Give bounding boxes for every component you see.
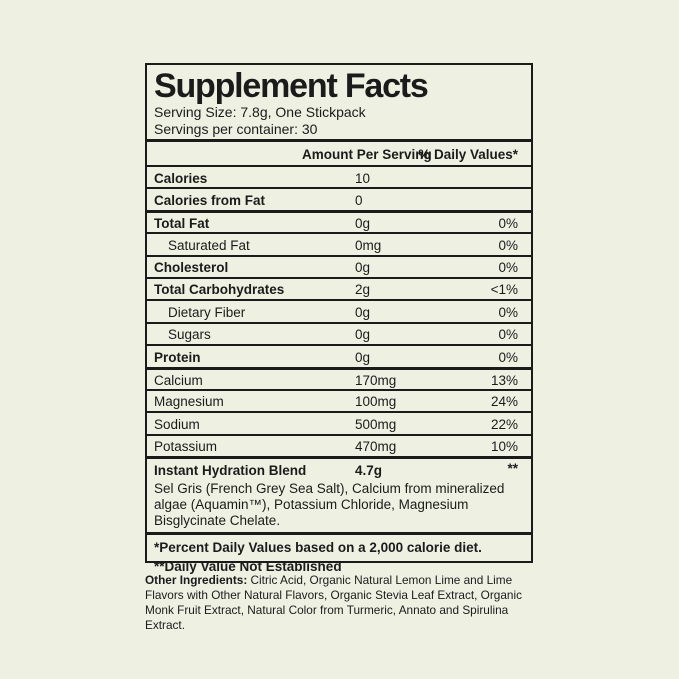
nutrient-name: Total Carbohydrates bbox=[154, 282, 285, 298]
nutrient-name: Calories bbox=[154, 170, 208, 186]
nutrient-row: Calories from Fat 0 bbox=[147, 187, 531, 209]
other-ingredients-label: Other Ingredients: bbox=[145, 573, 248, 587]
nutrient-amount: 0mg bbox=[355, 237, 382, 253]
nutrient-name: Protein bbox=[154, 349, 201, 365]
blend-name: Instant Hydration Blend bbox=[154, 463, 307, 479]
nutrient-row: Protein 0g 0% bbox=[147, 344, 531, 366]
servings-per-container: Servings per container: 30 bbox=[154, 120, 318, 137]
nutrient-amount: 100mg bbox=[355, 394, 397, 410]
nutrient-name: Calories from Fat bbox=[154, 192, 266, 208]
nutrient-row: Saturated Fat 0mg 0% bbox=[147, 232, 531, 254]
nutrient-name: Calcium bbox=[154, 373, 203, 389]
nutrient-daily-value: 0% bbox=[498, 216, 518, 232]
column-header-row: Amount Per Serving % Daily Values* bbox=[147, 139, 531, 165]
nutrient-row: Total Fat 0g 0% bbox=[147, 209, 531, 232]
other-ingredients: Other Ingredients: Citric Acid, Organic … bbox=[145, 573, 537, 633]
nutrient-name: Total Fat bbox=[154, 216, 210, 232]
nutrient-amount: 2g bbox=[355, 282, 371, 298]
nutrient-row: Calcium 170mg 13% bbox=[147, 366, 531, 389]
footnotes: *Percent Daily Values based on a 2,000 c… bbox=[147, 532, 531, 576]
nutrient-daily-value: 13% bbox=[490, 373, 518, 389]
blend-row: Instant Hydration Blend 4.7g ** bbox=[154, 459, 524, 480]
nutrient-daily-value: 0% bbox=[498, 327, 518, 343]
column-header-amount: Amount Per Serving bbox=[302, 147, 432, 162]
panel-header: Supplement Facts Serving Size: 7.8g, One… bbox=[147, 65, 531, 139]
facts-title: Supplement Facts bbox=[154, 67, 429, 105]
nutrient-daily-value: 0% bbox=[498, 237, 518, 253]
blend-section: Instant Hydration Blend 4.7g ** Sel Gris… bbox=[147, 456, 531, 532]
nutrient-name: Sodium bbox=[154, 416, 200, 432]
nutrient-amount: 0 bbox=[355, 192, 363, 208]
footnote-daily-values: *Percent Daily Values based on a 2,000 c… bbox=[154, 540, 482, 556]
serving-size: Serving Size: 7.8g, One Stickpack bbox=[154, 104, 366, 120]
nutrient-name: Saturated Fat bbox=[168, 237, 250, 253]
nutrient-row: Cholesterol 0g 0% bbox=[147, 254, 531, 277]
other-ingredients-text: Citric Acid, Organic Natural Lemon Lime … bbox=[145, 573, 522, 632]
nutrient-name: Sugars bbox=[168, 327, 211, 343]
nutrient-amount: 0g bbox=[355, 349, 371, 365]
nutrient-amount: 470mg bbox=[355, 439, 397, 455]
blend-daily-value: ** bbox=[507, 461, 518, 477]
nutrient-row: Dietary Fiber 0g 0% bbox=[147, 299, 531, 321]
nutrient-amount: 10 bbox=[355, 170, 371, 186]
nutrient-name: Dietary Fiber bbox=[168, 304, 246, 320]
blend-amount: 4.7g bbox=[355, 463, 383, 479]
nutrient-amount: 0g bbox=[355, 216, 371, 232]
nutrient-row: Potassium 470mg 10% bbox=[147, 433, 531, 456]
nutrient-row: Magnesium 100mg 24% bbox=[147, 388, 531, 411]
nutrient-daily-value: 0% bbox=[498, 349, 518, 365]
nutrient-name: Magnesium bbox=[154, 394, 224, 410]
nutrient-amount: 0g bbox=[355, 304, 371, 320]
footnote-not-established: **Daily Value Not Established bbox=[154, 558, 342, 574]
nutrient-amount: 0g bbox=[355, 327, 371, 343]
nutrient-daily-value: <1% bbox=[490, 282, 518, 298]
nutrient-row: Total Carbohydrates 2g <1% bbox=[147, 276, 531, 299]
column-header-daily-value: % Daily Values* bbox=[418, 147, 518, 162]
nutrient-amount: 170mg bbox=[355, 373, 397, 389]
nutrient-amount: 0g bbox=[355, 260, 371, 276]
nutrient-table: Calories 10 Calories from Fat 0 Total Fat 0g 0… bbox=[147, 165, 531, 456]
supplement-facts-panel: Supplement Facts Serving Size: 7.8g, One… bbox=[145, 63, 533, 574]
nutrient-daily-value: 22% bbox=[490, 416, 518, 432]
nutrient-amount: 500mg bbox=[355, 416, 397, 432]
nutrient-row: Sugars 0g 0% bbox=[147, 321, 531, 344]
nutrient-row: Sodium 500mg 22% bbox=[147, 411, 531, 433]
nutrient-name: Cholesterol bbox=[154, 260, 229, 276]
nutrient-daily-value: 0% bbox=[498, 260, 518, 276]
blend-description: Sel Gris (French Grey Sea Salt), Calcium… bbox=[154, 481, 505, 529]
nutrient-row: Calories 10 bbox=[147, 165, 531, 187]
nutrient-daily-value: 0% bbox=[498, 304, 518, 320]
nutrient-daily-value: 24% bbox=[490, 394, 518, 410]
nutrient-name: Potassium bbox=[154, 439, 218, 455]
nutrient-daily-value: 10% bbox=[490, 439, 518, 455]
